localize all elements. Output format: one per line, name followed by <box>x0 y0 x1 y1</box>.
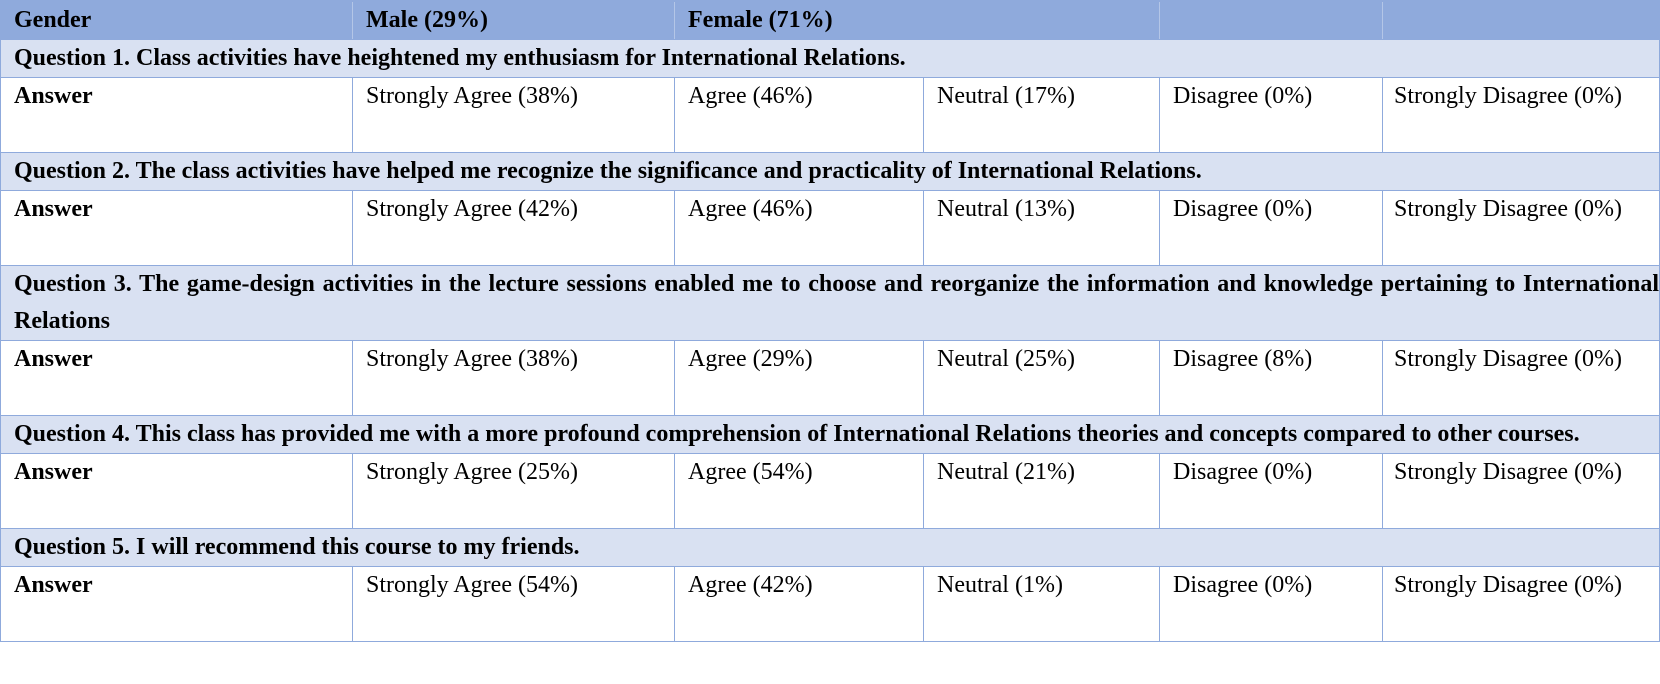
question-row: Question 1. Class activities have height… <box>0 39 1660 78</box>
answer-strongly-agree: Strongly Agree (54%) <box>352 566 675 642</box>
answer-strongly-disagree: Strongly Disagree (0%) <box>1382 453 1660 529</box>
answer-neutral: Neutral (17%) <box>922 77 1161 153</box>
answer-disagree: Disagree (0%) <box>1159 453 1384 529</box>
answer-strongly-disagree: Strongly Disagree (0%) <box>1382 340 1660 416</box>
answer-disagree: Disagree (8%) <box>1159 340 1384 416</box>
gender-header-row: Gender Male (29%) Female (71%) <box>0 0 1660 40</box>
answer-row: Answer Strongly Agree (54%) Agree (42%) … <box>0 566 1660 642</box>
answer-row: Answer Strongly Agree (25%) Agree (54%) … <box>0 453 1660 529</box>
header-empty-cell <box>1159 0 1384 40</box>
female-percentage: Female (71%) <box>673 0 1161 40</box>
answer-label: Answer <box>0 566 353 642</box>
answer-neutral: Neutral (25%) <box>922 340 1161 416</box>
answer-agree: Agree (29%) <box>674 340 924 416</box>
question-text: Question 5. I will recommend this course… <box>0 528 1660 567</box>
answer-strongly-disagree: Strongly Disagree (0%) <box>1382 190 1660 266</box>
question-row: Question 2. The class activities have he… <box>0 152 1660 191</box>
answer-row: Answer Strongly Agree (38%) Agree (29%) … <box>0 340 1660 416</box>
answer-agree: Agree (46%) <box>674 77 924 153</box>
male-percentage: Male (29%) <box>352 0 675 40</box>
answer-disagree: Disagree (0%) <box>1159 190 1384 266</box>
answer-row: Answer Strongly Agree (42%) Agree (46%) … <box>0 190 1660 266</box>
answer-neutral: Neutral (13%) <box>922 190 1161 266</box>
answer-disagree: Disagree (0%) <box>1159 566 1384 642</box>
question-row: Question 5. I will recommend this course… <box>0 528 1660 567</box>
answer-strongly-disagree: Strongly Disagree (0%) <box>1382 77 1660 153</box>
answer-disagree: Disagree (0%) <box>1159 77 1384 153</box>
question-row: Question 3. The game-design activities i… <box>0 265 1660 341</box>
answer-strongly-agree: Strongly Agree (42%) <box>352 190 675 266</box>
question-text: Question 3. The game-design activities i… <box>0 265 1660 341</box>
question-text: Question 4. This class has provided me w… <box>0 415 1660 454</box>
answer-strongly-agree: Strongly Agree (25%) <box>352 453 675 529</box>
answer-agree: Agree (42%) <box>674 566 924 642</box>
answer-label: Answer <box>0 77 353 153</box>
answer-label: Answer <box>0 190 353 266</box>
answer-strongly-agree: Strongly Agree (38%) <box>352 77 675 153</box>
answer-neutral: Neutral (21%) <box>922 453 1161 529</box>
survey-results-table: Gender Male (29%) Female (71%) Question … <box>0 0 1660 642</box>
answer-label: Answer <box>0 453 353 529</box>
question-row: Question 4. This class has provided me w… <box>0 415 1660 454</box>
answer-strongly-disagree: Strongly Disagree (0%) <box>1382 566 1660 642</box>
answer-row: Answer Strongly Agree (38%) Agree (46%) … <box>0 77 1660 153</box>
answer-neutral: Neutral (1%) <box>922 566 1161 642</box>
question-text: Question 2. The class activities have he… <box>0 152 1660 191</box>
answer-agree: Agree (46%) <box>674 190 924 266</box>
header-empty-cell <box>1382 0 1660 40</box>
answer-agree: Agree (54%) <box>674 453 924 529</box>
gender-label: Gender <box>0 0 353 40</box>
question-text: Question 1. Class activities have height… <box>0 39 1660 78</box>
answer-label: Answer <box>0 340 353 416</box>
answer-strongly-agree: Strongly Agree (38%) <box>352 340 675 416</box>
